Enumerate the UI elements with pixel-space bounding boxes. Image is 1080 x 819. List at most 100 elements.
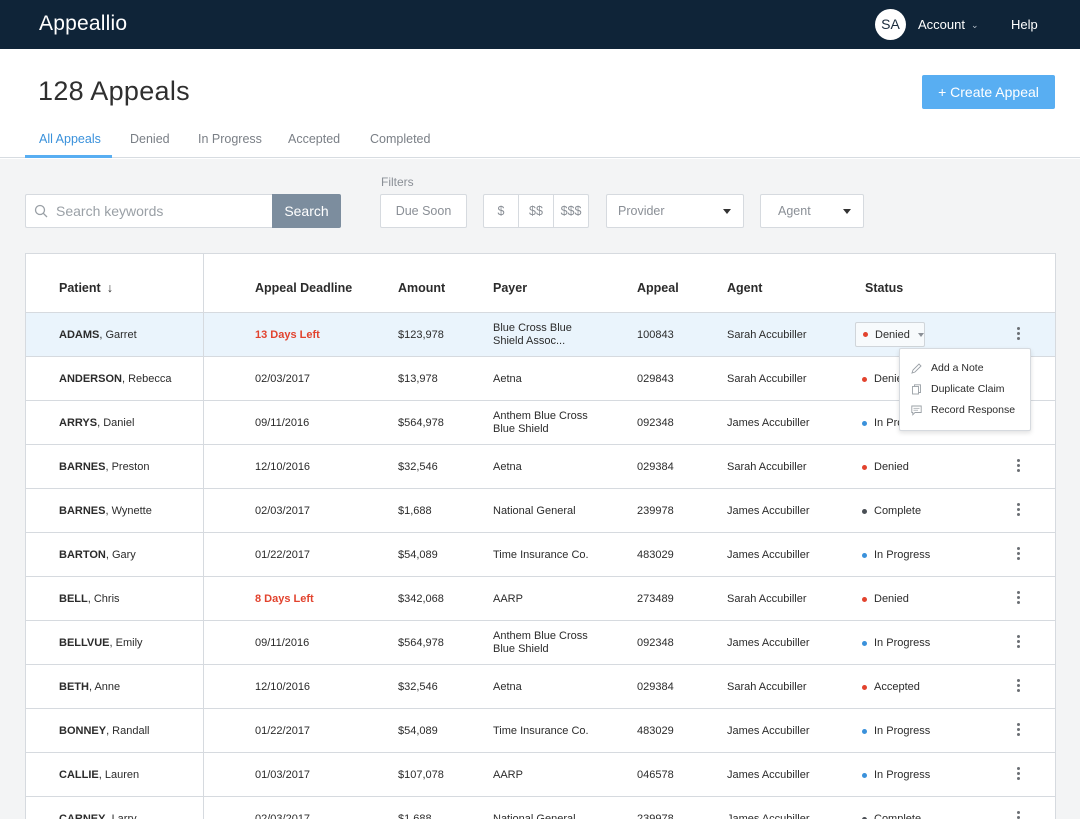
help-link[interactable]: Help bbox=[1011, 17, 1038, 32]
tab-all-appeals[interactable]: All Appeals bbox=[39, 132, 101, 146]
table-row[interactable]: BETH, Anne 12/10/2016 $32,546 Aetna 029384 Sa… bbox=[26, 665, 1055, 709]
status-dot bbox=[862, 376, 867, 382]
sort-arrow-icon: ↓ bbox=[106, 281, 113, 295]
column-header-agent[interactable]: Agent bbox=[727, 281, 763, 295]
status-label: Denied bbox=[874, 592, 909, 605]
status-dot bbox=[862, 464, 867, 470]
patient-first-name: , Rebecca bbox=[121, 372, 172, 385]
patient-last-name: BARNES bbox=[59, 460, 106, 473]
more-options-icon[interactable] bbox=[1011, 677, 1025, 697]
more-options-icon[interactable] bbox=[1011, 501, 1025, 521]
more-options-icon[interactable] bbox=[1011, 545, 1025, 565]
provider-dropdown-label: Provider bbox=[618, 204, 665, 218]
pencil-icon bbox=[911, 362, 922, 374]
column-header-label: Patient bbox=[59, 281, 101, 295]
table-row[interactable]: BELL, Chris 8 Days Left $342,068 AARP 273489… bbox=[26, 577, 1055, 621]
provider-dropdown[interactable]: Provider bbox=[606, 194, 744, 228]
agent-dropdown[interactable]: Agent bbox=[760, 194, 864, 228]
tab-in-progress[interactable]: In Progress bbox=[198, 132, 262, 146]
menu-item-duplicate-claim[interactable]: Duplicate Claim bbox=[911, 380, 1005, 398]
status-label: Complete bbox=[874, 812, 922, 819]
status-label: In Progress bbox=[874, 768, 931, 781]
status-dot bbox=[862, 552, 867, 558]
status-label: In Progress bbox=[874, 636, 931, 649]
more-options-icon[interactable] bbox=[1011, 765, 1025, 785]
due-soon-filter[interactable]: Due Soon bbox=[380, 194, 467, 228]
column-header-payer[interactable]: Payer bbox=[493, 281, 528, 295]
more-options-icon[interactable] bbox=[1011, 809, 1025, 819]
amount-filter-mid[interactable]: $$ bbox=[519, 195, 554, 227]
status-dropdown[interactable]: Denied bbox=[855, 322, 925, 347]
patient-cell: BETH, Anne bbox=[59, 665, 120, 709]
patient-last-name: CALLIE bbox=[59, 768, 99, 781]
appeal-id-cell: 029384 bbox=[637, 460, 674, 473]
patient-first-name: , Chris bbox=[87, 592, 120, 605]
tab-accepted[interactable]: Accepted bbox=[288, 132, 341, 146]
more-options-icon[interactable] bbox=[1011, 721, 1025, 741]
table-row[interactable]: BELLVUE, Emily 09/11/2016 $564,978 Anthem B… bbox=[26, 621, 1055, 665]
deadline-cell: 02/03/2017 bbox=[255, 504, 311, 517]
table-row[interactable]: CARNEY, Larry 02/03/2017 $1,688 National Ge… bbox=[26, 797, 1055, 819]
status-label: Complete bbox=[874, 504, 922, 517]
payer-cell: AARP bbox=[493, 592, 523, 605]
table-row[interactable]: ANDERSON, Rebecca 02/03/2017 $13,978 Aetna 0… bbox=[26, 357, 1055, 401]
tab-completed[interactable]: Completed bbox=[370, 132, 431, 146]
account-menu[interactable]: Account ⌄ bbox=[918, 17, 979, 32]
deadline-cell: 12/10/2016 bbox=[255, 460, 311, 473]
menu-item-label: Duplicate Claim bbox=[931, 383, 1005, 395]
table-row[interactable]: ARRYS, Daniel 09/11/2016 $564,978 Anthem Bl… bbox=[26, 401, 1055, 445]
table-row[interactable]: CALLIE, Lauren 01/03/2017 $107,078 AARP 0465… bbox=[26, 753, 1055, 797]
amount-cell: $107,078 bbox=[398, 768, 444, 781]
patient-last-name: BELLVUE bbox=[59, 636, 110, 649]
appeal-id-cell: 483029 bbox=[637, 724, 674, 737]
patient-last-name: BARTON bbox=[59, 548, 106, 561]
status-cell: In Progress bbox=[862, 533, 930, 577]
appeal-id-cell: 239978 bbox=[637, 504, 674, 517]
column-header-status[interactable]: Status bbox=[865, 281, 904, 295]
amount-filter-high[interactable]: $$$ bbox=[560, 204, 582, 218]
more-options-icon[interactable] bbox=[1011, 325, 1025, 345]
table-row[interactable]: BARNES, Wynette 02/03/2017 $1,688 National … bbox=[26, 489, 1055, 533]
table-row[interactable]: ADAMS, Garret 13 Days Left $123,978 Blue Cr… bbox=[26, 313, 1055, 357]
patient-cell: ARRYS, Daniel bbox=[59, 401, 134, 445]
account-label: Account bbox=[918, 17, 965, 32]
status-dot bbox=[862, 684, 867, 690]
search-field bbox=[25, 194, 272, 228]
column-header-patient[interactable]: Patient ↓ bbox=[59, 281, 113, 295]
more-options-icon[interactable] bbox=[1011, 589, 1025, 609]
deadline-cell: 8 Days Left bbox=[255, 592, 314, 605]
search-button[interactable]: Search bbox=[272, 194, 341, 228]
menu-item-record-response[interactable]: Record Response bbox=[911, 401, 1015, 419]
amount-cell: $54,089 bbox=[398, 548, 438, 561]
menu-item-add-note[interactable]: Add a Note bbox=[911, 359, 984, 377]
appeal-id-cell: 100843 bbox=[637, 328, 674, 341]
table-row[interactable]: BONNEY, Randall 01/22/2017 $54,089 Time Ins… bbox=[26, 709, 1055, 753]
more-options-icon[interactable] bbox=[1011, 633, 1025, 653]
status-cell: Denied bbox=[862, 445, 909, 489]
create-appeal-button[interactable]: + Create Appeal bbox=[922, 75, 1055, 109]
avatar[interactable]: SA bbox=[875, 9, 906, 40]
amount-filter-low[interactable]: $ bbox=[484, 195, 519, 227]
table-row[interactable]: BARTON, Gary 01/22/2017 $54,089 Time Insura… bbox=[26, 533, 1055, 577]
payer-cell: Anthem Blue Cross Blue Shield bbox=[493, 630, 588, 655]
agent-cell: James Accubiller bbox=[727, 548, 810, 561]
column-header-amount[interactable]: Amount bbox=[398, 281, 446, 295]
deadline-cell: 12/10/2016 bbox=[255, 680, 311, 693]
column-header-appeal[interactable]: Appeal bbox=[637, 281, 679, 295]
amount-filter-group: $ $$ $$$ bbox=[483, 194, 589, 228]
tab-denied[interactable]: Denied bbox=[130, 132, 170, 146]
more-options-icon[interactable] bbox=[1011, 457, 1025, 477]
patient-cell: BELLVUE, Emily bbox=[59, 621, 143, 665]
patient-first-name: , Lauren bbox=[98, 768, 140, 781]
table-row[interactable]: BARNES, Preston 12/10/2016 $32,546 Aetna 029… bbox=[26, 445, 1055, 489]
search-input[interactable] bbox=[56, 195, 266, 227]
active-tab-indicator bbox=[25, 155, 112, 158]
patient-cell: ANDERSON, Rebecca bbox=[59, 357, 171, 401]
patient-cell: BARNES, Wynette bbox=[59, 489, 152, 533]
status-dot bbox=[862, 772, 867, 778]
brand-logo[interactable]: Appeallio bbox=[39, 12, 128, 35]
column-header-deadline[interactable]: Appeal Deadline bbox=[255, 281, 353, 295]
agent-cell: James Accubiller bbox=[727, 768, 810, 781]
payer-cell: Anthem Blue Cross Blue Shield bbox=[493, 410, 588, 435]
status-dot bbox=[862, 816, 867, 819]
